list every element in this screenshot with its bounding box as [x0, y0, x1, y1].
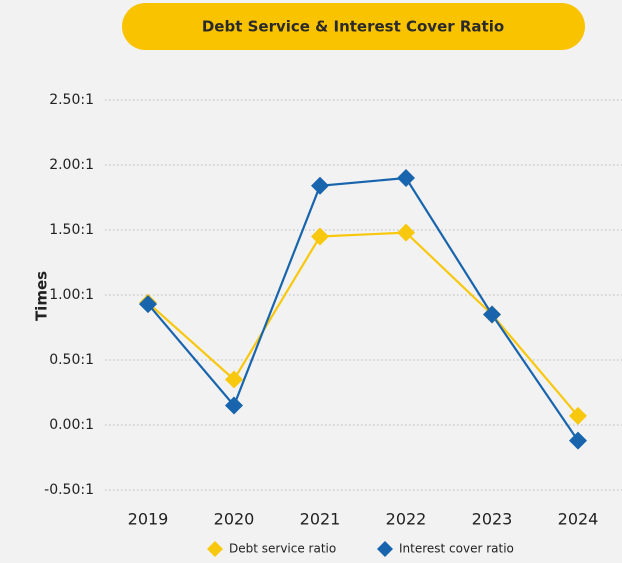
point-marker [569, 431, 587, 450]
y-tick-label: 0.50:1 [49, 352, 94, 368]
legend-label: Debt service ratio [229, 542, 336, 556]
chart-title: Debt Service & Interest Cover Ratio [202, 18, 504, 36]
y-tick-label: 2.00:1 [49, 157, 94, 173]
legend-swatch [207, 541, 223, 557]
y-axis-label: Times [33, 271, 51, 321]
point-marker [139, 295, 157, 314]
series-line [147, 176, 579, 442]
point-marker [483, 305, 501, 324]
x-tick-label: 2023 [472, 510, 513, 529]
series-line [147, 231, 579, 417]
y-tick-label: 1.00:1 [49, 287, 94, 303]
point-marker [569, 406, 587, 425]
point-marker [311, 176, 329, 195]
y-tick-label: 1.50:1 [49, 222, 94, 238]
point-marker [311, 227, 329, 246]
point-marker [397, 169, 415, 187]
x-tick-label: 2020 [214, 510, 255, 529]
legend-swatch [377, 541, 393, 557]
x-tick-label: 2024 [558, 510, 599, 529]
point-marker [225, 370, 243, 389]
x-tick-label: 2022 [386, 510, 427, 529]
y-tick-label: -0.50:1 [44, 482, 94, 498]
y-tick-label: 0.00:1 [49, 417, 94, 433]
y-tick-label: 2.50:1 [49, 92, 94, 108]
point-marker [397, 223, 415, 242]
point-marker [225, 396, 243, 415]
x-tick-label: 2021 [300, 510, 341, 529]
title-pill [122, 3, 585, 50]
x-tick-label: 2019 [128, 510, 169, 529]
legend-label: Interest cover ratio [399, 542, 514, 556]
